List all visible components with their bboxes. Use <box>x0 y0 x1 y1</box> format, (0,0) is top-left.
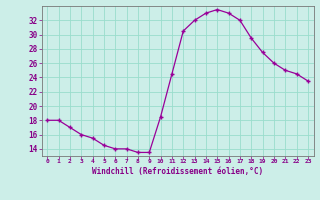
X-axis label: Windchill (Refroidissement éolien,°C): Windchill (Refroidissement éolien,°C) <box>92 167 263 176</box>
